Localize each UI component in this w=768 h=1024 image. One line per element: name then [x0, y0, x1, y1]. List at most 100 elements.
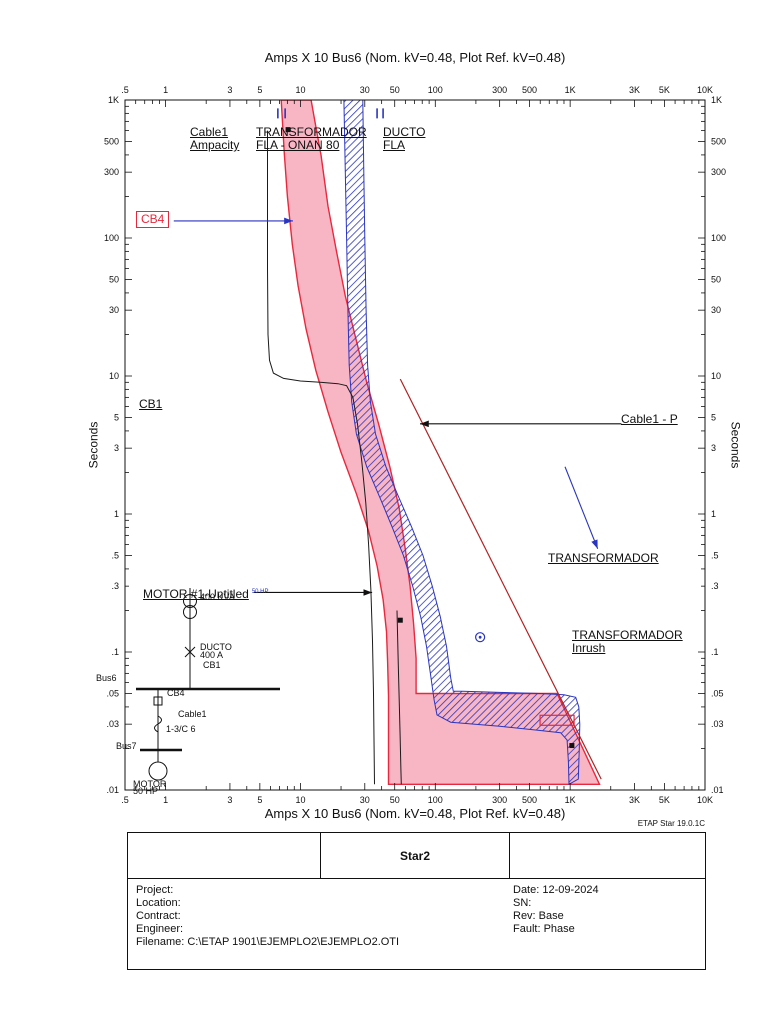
x-tick-label-bottom: 500 — [522, 795, 537, 805]
y-tick-label-left: .1 — [111, 647, 119, 657]
oneline-label-kva: 400 KVA — [200, 592, 235, 602]
label-cable1-ampacity[interactable]: Cable1 Ampacity — [190, 125, 240, 152]
transformador-fla-marker[interactable] — [285, 127, 291, 133]
x-tick-label-top: 10 — [295, 85, 305, 95]
inrush-point-marker[interactable] — [569, 743, 575, 749]
x-tick-label-top: .5 — [121, 85, 129, 95]
plot-border — [124, 99, 706, 791]
x-tick-label-top: 100 — [428, 85, 443, 95]
x-tick-label-bottom: 3 — [227, 795, 232, 805]
transformer-symbol — [183, 605, 197, 619]
x-tick-label-bottom: 1K — [565, 795, 576, 805]
ducto-symbol — [184, 646, 196, 658]
x-tick-label-bottom: .5 — [121, 795, 129, 805]
title-block-header: Star2 — [128, 833, 705, 879]
oneline-label-ducto-amp: 400 A — [200, 650, 223, 660]
tb-sn: SN: — [513, 897, 532, 909]
y-tick-label-right: 100 — [711, 233, 726, 243]
label-cable1-p[interactable]: Cable1 - P — [621, 412, 678, 426]
oneline-label-cable-size: 1-3/C 6 — [166, 724, 196, 734]
tb-rev: Rev: Base — [513, 910, 564, 922]
cable1-damage-line[interactable] — [399, 378, 602, 780]
label-transformador-inrush[interactable]: TRANSFORMADOR Inrush — [572, 628, 683, 655]
cb1-curve[interactable] — [396, 610, 402, 785]
y-tick-label-left: 5 — [114, 413, 119, 423]
x-tick-label-top: 3K — [629, 85, 640, 95]
inrush-marker-box[interactable] — [539, 714, 575, 726]
tcc-plot[interactable]: Bus6 400 KVA DUCTO 400 A CB1 CB4 Cable1 … — [0, 0, 768, 830]
oneline-label-bus6: Bus6 — [96, 673, 117, 683]
y-tick-label-left: 3 — [114, 443, 119, 453]
x-tick-label-top: 10K — [697, 85, 713, 95]
oneline-label-cb4: CB4 — [167, 688, 185, 698]
tb-fault: Fault: Phase — [513, 923, 575, 935]
y-tick-label-right: 1K — [711, 95, 722, 105]
x-tick-label-bottom: 3K — [629, 795, 640, 805]
oneline-label-bus7: Bus7 — [116, 741, 137, 751]
y-tick-label-right: .03 — [711, 719, 724, 729]
y-tick-label-left: .03 — [106, 719, 119, 729]
y-tick-label-right: 50 — [711, 275, 721, 285]
y-tick-label-left: .01 — [106, 785, 119, 795]
label-transformador-fla[interactable]: TRANSFORMADOR FLA - ONAN 80 — [256, 125, 367, 152]
y-tick-label-right: 500 — [711, 137, 726, 147]
transformador-arrow[interactable] — [564, 466, 599, 549]
x-tick-label-top: 50 — [390, 85, 400, 95]
left-axis-title: Seconds — [86, 421, 101, 469]
oneline-label-motor-hp: 50 HP — [133, 786, 158, 796]
etap-version-text: ETAP Star 19.0.1C — [637, 819, 705, 828]
x-tick-label-bottom: 5 — [257, 795, 262, 805]
y-tick-label-left: .3 — [111, 581, 119, 591]
label-motor1-rating: 50 HP — [251, 589, 269, 595]
x-tick-label-bottom: 10 — [295, 795, 305, 805]
x-tick-label-top: 500 — [522, 85, 537, 95]
y-tick-label-right: 1 — [711, 509, 716, 519]
label-ducto-fla[interactable]: DUCTO FLA — [383, 125, 426, 152]
y-tick-label-left: 10 — [109, 371, 119, 381]
right-axis-title: Seconds — [728, 421, 743, 469]
title-block-body: Project: Location: Contract: Engineer: F… — [128, 879, 705, 968]
y-tick-label-left: .5 — [111, 551, 119, 561]
motor-start-curve[interactable] — [267, 130, 375, 785]
bottom-axis-title: Amps X 10 Bus6 (Nom. kV=0.48, Plot Ref. … — [264, 806, 566, 821]
label-transformador[interactable]: TRANSFORMADOR — [548, 551, 659, 565]
curve-point-marker[interactable] — [397, 617, 403, 623]
x-tick-label-top: 300 — [492, 85, 507, 95]
y-tick-label-right: 3 — [711, 443, 716, 453]
y-tick-label-right: 30 — [711, 305, 721, 315]
tb-location: Location: — [136, 897, 181, 909]
x-tick-label-top: 3 — [227, 85, 232, 95]
operating-point-marker — [478, 635, 482, 639]
transformer-symbol — [183, 594, 197, 608]
x-tick-label-top: 30 — [360, 85, 370, 95]
x-tick-label-top: 1 — [163, 85, 168, 95]
label-cb4[interactable]: CB4 — [136, 211, 170, 228]
x-tick-label-bottom: 1 — [163, 795, 168, 805]
y-tick-label-right: 10 — [711, 371, 721, 381]
y-tick-label-left: 50 — [109, 275, 119, 285]
title-block-logo-cell — [128, 833, 321, 878]
top-axis-title: Amps X 10 Bus6 (Nom. kV=0.48, Plot Ref. … — [264, 50, 566, 65]
y-tick-label-right: 5 — [711, 413, 716, 423]
tb-project: Project: — [136, 884, 174, 896]
y-tick-label-left: .05 — [106, 689, 119, 699]
y-tick-label-right: .01 — [711, 785, 724, 795]
title-block-star-label: Star2 — [399, 848, 431, 863]
y-tick-label-left: 30 — [109, 305, 119, 315]
title-block: Star2 Project: Location: Contract: Engin… — [127, 832, 706, 970]
x-tick-label-bottom: 10K — [697, 795, 713, 805]
tb-date: Date: 12-09-2024 — [513, 884, 599, 896]
y-tick-label-right: .5 — [711, 551, 719, 561]
title-block-right-cell — [509, 833, 705, 878]
oneline-label-motor: MOTOR — [133, 779, 167, 789]
y-tick-label-left: 1 — [114, 509, 119, 519]
cb4-trip-band[interactable] — [280, 100, 601, 785]
label-cb1[interactable]: CB1 — [139, 397, 163, 411]
y-tick-label-left: 300 — [104, 167, 119, 177]
label-motor1[interactable]: MOTOR #1-Untitled 50 HP — [143, 587, 269, 601]
motor-symbol — [148, 761, 168, 781]
operating-point-marker[interactable] — [475, 632, 486, 643]
x-tick-label-bottom: 50 — [390, 795, 400, 805]
oneline-label-cable1: Cable1 — [178, 709, 207, 719]
x-tick-label-top: 5 — [257, 85, 262, 95]
